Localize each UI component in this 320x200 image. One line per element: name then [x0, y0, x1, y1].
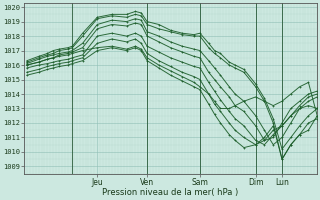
X-axis label: Pression niveau de la mer( hPa ): Pression niveau de la mer( hPa ): [102, 188, 239, 197]
